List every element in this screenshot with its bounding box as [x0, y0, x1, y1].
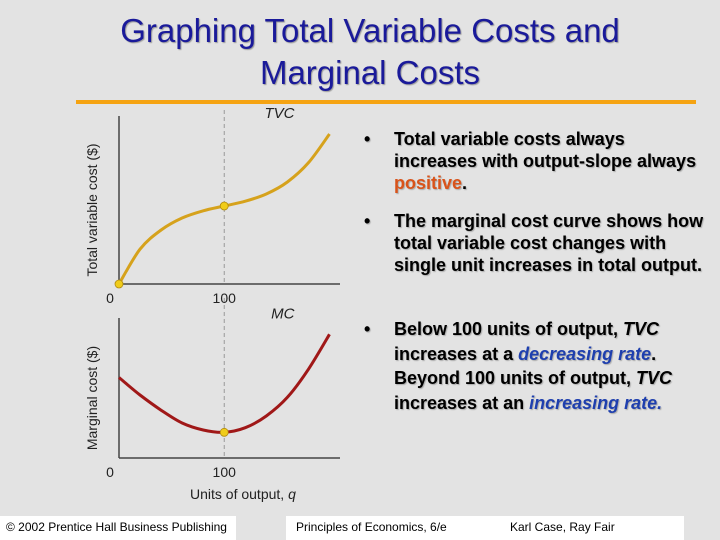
x-tick-label: 0	[106, 464, 114, 480]
slide-title: Graphing Total Variable Costs and Margin…	[70, 10, 670, 94]
footer-copyright-box: © 2002 Prentice Hall Business Publishing	[0, 516, 236, 540]
y-axis-label: Marginal cost ($)	[84, 346, 100, 450]
bullet-marker: •	[364, 211, 371, 231]
cost-charts: TVC 0 100 Total variable cost ($) MC 0 100 Mar…	[84, 108, 340, 502]
data-point-marker	[114, 279, 124, 289]
footer-copyright: © 2002 Prentice Hall Business Publishing	[6, 520, 227, 534]
y-axis-label: Total variable cost ($)	[84, 143, 100, 276]
bullet-text: The marginal cost curve shows how total …	[394, 211, 704, 275]
slide-title-line-1: Graphing Total Variable Costs and	[120, 12, 620, 49]
bullet-text: Below 100 units of output, TVC increases…	[394, 319, 672, 413]
footer-authors: Karl Case, Ray Fair	[510, 520, 615, 534]
bullet-text: Total variable costs always increases wi…	[394, 129, 697, 193]
data-point-marker	[219, 201, 229, 211]
footer-book-title: Principles of Economics, 6/e	[296, 520, 447, 534]
bullet-marker: •	[364, 319, 371, 339]
x-tick-label: 0	[106, 290, 114, 306]
mc-series-label: MC	[271, 305, 294, 322]
footer-info-box: Principles of Economics, 6/e Karl Case, …	[286, 516, 684, 540]
title-underline	[76, 100, 696, 104]
data-point-marker	[219, 427, 229, 437]
bullet-marker: •	[364, 129, 371, 149]
slide-title-line-2: Marginal Costs	[259, 54, 481, 91]
x-axis-label: Units of output, q	[190, 486, 296, 502]
x-tick-label: 100	[213, 464, 237, 480]
tvc-series-label: TVC	[264, 108, 294, 122]
mc-chart: MC 0 100 Marginal cost ($) Units of output, …	[84, 298, 340, 502]
